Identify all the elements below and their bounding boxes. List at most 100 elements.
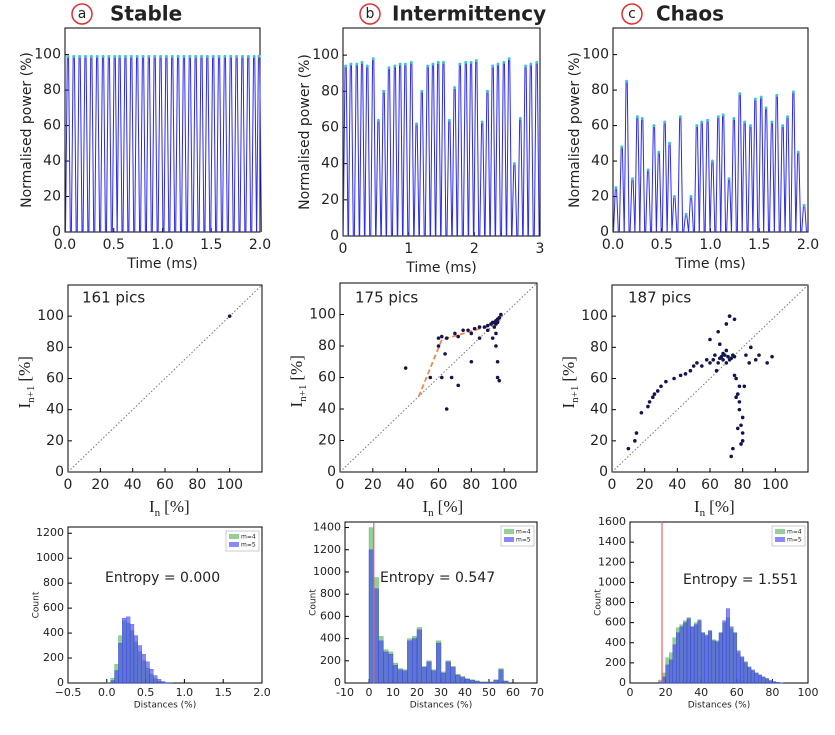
y-tick-label: 40 — [590, 402, 608, 418]
hist-bar — [474, 681, 480, 684]
point — [497, 378, 502, 383]
peak-marker — [211, 54, 215, 58]
point — [683, 372, 688, 376]
point — [495, 359, 500, 364]
x-tick-label: 50 — [482, 686, 496, 699]
peak-marker — [458, 62, 462, 66]
x-tick-label: 10 — [386, 686, 400, 699]
hist-bar — [450, 667, 456, 684]
x-axis-label-part: n — [155, 507, 161, 519]
hist-bar — [775, 682, 780, 684]
x-axis-label: In [%] — [694, 497, 735, 519]
peak-marker — [223, 54, 227, 58]
peak-marker — [781, 124, 785, 128]
hist-bar — [690, 626, 695, 684]
peak-marker — [95, 54, 99, 58]
y-tick-label: 0 — [57, 676, 64, 689]
legend-label: m=4 — [241, 534, 256, 541]
peak-marker — [393, 64, 397, 68]
x-tick-label: 0.5 — [137, 686, 155, 699]
y-axis-label: In+1 [%] — [15, 356, 37, 408]
x-tick-label: 1.0 — [699, 237, 721, 253]
peak-marker — [376, 118, 380, 122]
hist-bar — [431, 670, 437, 684]
peak-marker — [415, 122, 419, 126]
peak-marker — [631, 177, 634, 181]
y-tick-label: 20 — [590, 433, 608, 449]
point — [737, 400, 742, 404]
panel-badge — [359, 3, 381, 25]
x-tick-label: 1.5 — [214, 686, 232, 699]
hist-bar — [421, 667, 427, 684]
y-tick-label: 20 — [46, 433, 64, 449]
y-tick-label: 40 — [43, 153, 61, 169]
peak-marker — [229, 54, 233, 58]
x-tick-label: 40 — [668, 477, 686, 493]
hist-bar — [768, 680, 773, 684]
hist-bar — [118, 642, 123, 684]
legend-label: m=5 — [516, 537, 531, 544]
peak-marker — [684, 212, 688, 216]
peak-marker — [371, 57, 375, 61]
hist-bar — [743, 661, 748, 684]
point — [655, 389, 660, 393]
hist-bar — [479, 681, 485, 684]
point — [499, 312, 503, 317]
peak-marker — [614, 186, 618, 190]
point — [634, 431, 639, 435]
annotation: 161 pics — [82, 289, 145, 307]
point — [443, 352, 447, 356]
y-tick-label: 200 — [320, 654, 341, 667]
y-axis-label: Normalised power (%) — [297, 54, 313, 210]
hist-bar — [464, 678, 470, 684]
peak-marker — [420, 89, 424, 93]
point — [477, 336, 482, 340]
point — [753, 358, 758, 362]
hist-bar — [697, 620, 702, 684]
peak-marker — [663, 120, 667, 124]
peak-marker — [200, 54, 203, 58]
point — [403, 366, 408, 370]
peak-marker — [159, 54, 163, 58]
y-axis-label-part: n+1 — [569, 386, 581, 403]
x-axis-label: Distances (%) — [688, 701, 750, 711]
peak-marker — [672, 195, 676, 199]
y-axis-label: Count — [309, 589, 319, 616]
x-tick-label: 1.0 — [151, 237, 173, 253]
peak-marker — [512, 162, 516, 166]
peak-marker — [436, 60, 440, 64]
y-tick-label: 100 — [582, 47, 609, 63]
x-tick-label: −0.5 — [55, 686, 82, 699]
point — [444, 407, 449, 411]
hist-bar — [503, 681, 509, 684]
point — [716, 361, 720, 365]
hist-bar — [715, 641, 720, 684]
plot-area — [67, 284, 263, 473]
peak-marker — [535, 60, 539, 64]
legend-swatch — [229, 534, 239, 539]
x-tick-label: 60 — [506, 686, 520, 699]
hist-bar — [407, 640, 413, 684]
hist-bar — [711, 640, 716, 684]
point — [428, 375, 433, 380]
peak-marker — [716, 115, 720, 119]
hist-bar — [733, 632, 737, 684]
annotation: 187 pics — [628, 289, 691, 307]
point — [757, 353, 761, 357]
point — [770, 354, 774, 359]
x-tick-label: 100 — [216, 477, 243, 493]
hist-bar — [679, 626, 684, 684]
peak-marker — [426, 64, 430, 68]
peak-marker — [409, 60, 413, 64]
hist-bar — [722, 620, 727, 684]
y-tick-label: 60 — [318, 370, 336, 386]
panel-badge — [621, 3, 643, 25]
peak-marker — [748, 124, 752, 128]
hist-bar — [484, 681, 490, 684]
point — [695, 361, 699, 365]
x-axis-label: Time (ms) — [674, 256, 746, 272]
annotation: Entropy = 1.551 — [683, 572, 798, 588]
point — [664, 379, 668, 384]
peak-marker — [485, 89, 489, 93]
point — [700, 364, 704, 368]
